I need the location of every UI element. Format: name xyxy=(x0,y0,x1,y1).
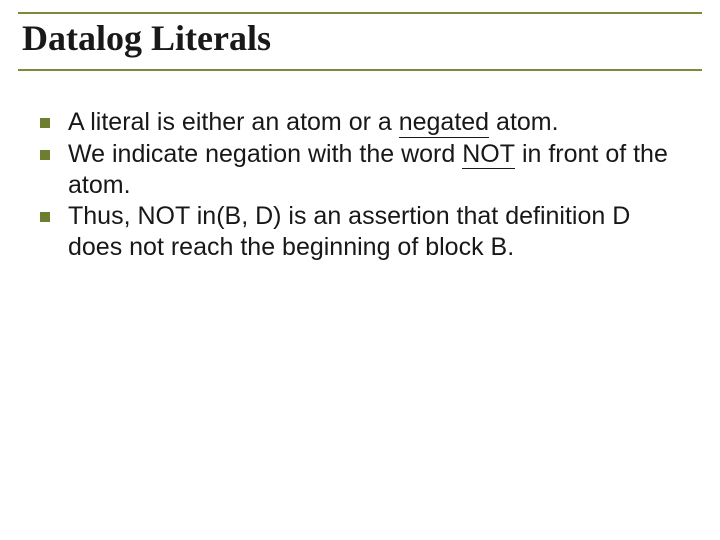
bullet-list: A literal is either an atom or a negated… xyxy=(18,107,702,263)
square-bullet-icon xyxy=(40,118,50,128)
list-item: A literal is either an atom or a negated… xyxy=(40,107,672,138)
slide: Datalog Literals A literal is either an … xyxy=(0,0,720,540)
title-rule-box: Datalog Literals xyxy=(18,12,702,71)
bullet-text: A literal is either an atom or a negated… xyxy=(68,107,559,138)
list-item: We indicate negation with the word NOT i… xyxy=(40,139,672,202)
text-pre: We indicate negation with the word xyxy=(68,140,462,168)
square-bullet-icon xyxy=(40,212,50,222)
bullet-text: We indicate negation with the word NOT i… xyxy=(68,139,672,202)
list-item: Thus, NOT in(B, D) is an assertion that … xyxy=(40,201,672,264)
slide-title: Datalog Literals xyxy=(22,18,702,59)
underlined-word: NOT xyxy=(462,139,515,170)
bullet-text: Thus, NOT in(B, D) is an assertion that … xyxy=(68,201,672,264)
text-post: atom. xyxy=(489,108,558,136)
text-pre: A literal is either an atom or a xyxy=(68,108,399,136)
text-pre: Thus, NOT in(B, D) is an assertion that … xyxy=(68,202,630,261)
square-bullet-icon xyxy=(40,150,50,160)
underlined-word: negated xyxy=(399,107,489,138)
